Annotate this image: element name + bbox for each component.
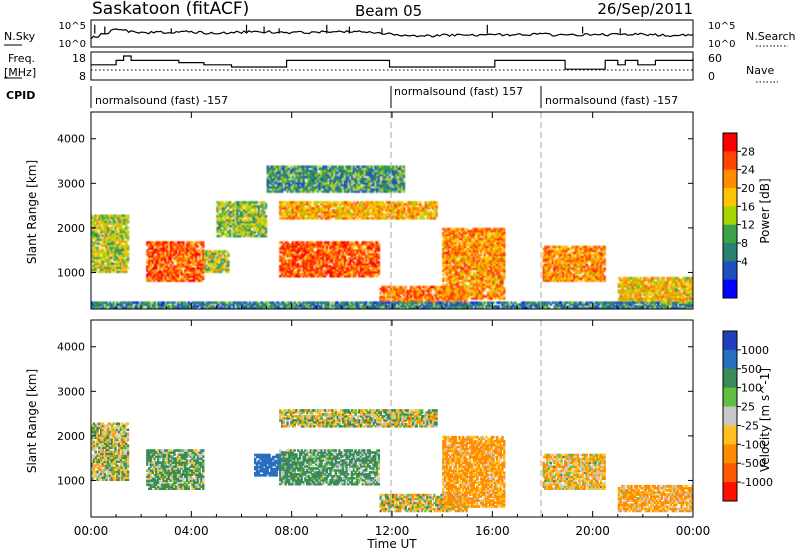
echo-cell xyxy=(127,266,129,269)
power-heatmap xyxy=(91,165,694,309)
cpid-label: CPID xyxy=(6,89,35,102)
echo-cell xyxy=(263,211,265,214)
echo-cell xyxy=(403,165,405,168)
cpid-segment-2: normalsound (fast) 157 xyxy=(394,85,523,98)
nsky-left-tick-top: 10^5 xyxy=(59,21,86,32)
echo-cell xyxy=(202,275,204,278)
freq-series-line xyxy=(91,56,693,69)
beam-title: Beam 05 xyxy=(355,2,422,20)
echo-cell xyxy=(403,180,405,183)
echo-cell xyxy=(265,203,267,206)
echo-cell xyxy=(371,165,373,168)
echo-cell xyxy=(127,231,129,234)
freq-label: Freq. xyxy=(8,52,35,65)
echo-cell xyxy=(197,245,199,248)
echo-cell xyxy=(378,243,380,246)
echo-cell xyxy=(127,215,129,218)
echo-cell xyxy=(127,244,129,247)
echo-cell xyxy=(256,201,258,204)
nsky-right-tick-top: 10^5 xyxy=(708,21,735,32)
freq-tick-bottom: 8 xyxy=(79,70,86,83)
echo-cell xyxy=(315,165,317,168)
echo-cell xyxy=(127,252,129,255)
nsky-label: N.Sky xyxy=(4,30,36,43)
freq-panel-frame xyxy=(91,52,693,80)
nave-label: Nave xyxy=(746,64,774,77)
echo-cell xyxy=(265,215,267,218)
nsearch-label: N.Search xyxy=(746,30,796,43)
freq-tick-top: 18 xyxy=(72,52,86,65)
nave-tick-top: 60 xyxy=(708,52,722,65)
echo-cell xyxy=(180,269,182,272)
echo-cell xyxy=(227,260,229,263)
echo-cell xyxy=(202,241,204,244)
nsky-spikes xyxy=(95,25,620,34)
echo-cell xyxy=(423,217,425,220)
echo-cell xyxy=(435,201,437,204)
echo-cell xyxy=(342,165,344,168)
echo-cell xyxy=(182,241,184,244)
nave-tick-bottom: 0 xyxy=(708,70,715,83)
echo-cell xyxy=(419,201,421,204)
echo-cell xyxy=(310,201,312,204)
cpid-segment-1: normalsound (fast) -157 xyxy=(95,94,228,107)
nsky-left-tick-bottom: 10^0 xyxy=(59,39,86,50)
echo-cell xyxy=(127,227,129,230)
date-title: 26/Sep/2011 xyxy=(597,0,693,18)
station-title: Saskatoon (fitACF) xyxy=(92,0,249,19)
echo-cell xyxy=(405,286,407,289)
nsky-right-tick-bottom: 10^0 xyxy=(708,39,735,50)
echo-cell xyxy=(227,252,229,255)
freq-unit-label: [MHz] xyxy=(4,66,36,79)
cpid-segment-3: normalsound (fast) -157 xyxy=(545,94,678,107)
echo-cell xyxy=(378,261,380,264)
nsky-series-line xyxy=(91,29,693,39)
echo-cell xyxy=(378,253,380,256)
echo-cell xyxy=(171,261,173,264)
